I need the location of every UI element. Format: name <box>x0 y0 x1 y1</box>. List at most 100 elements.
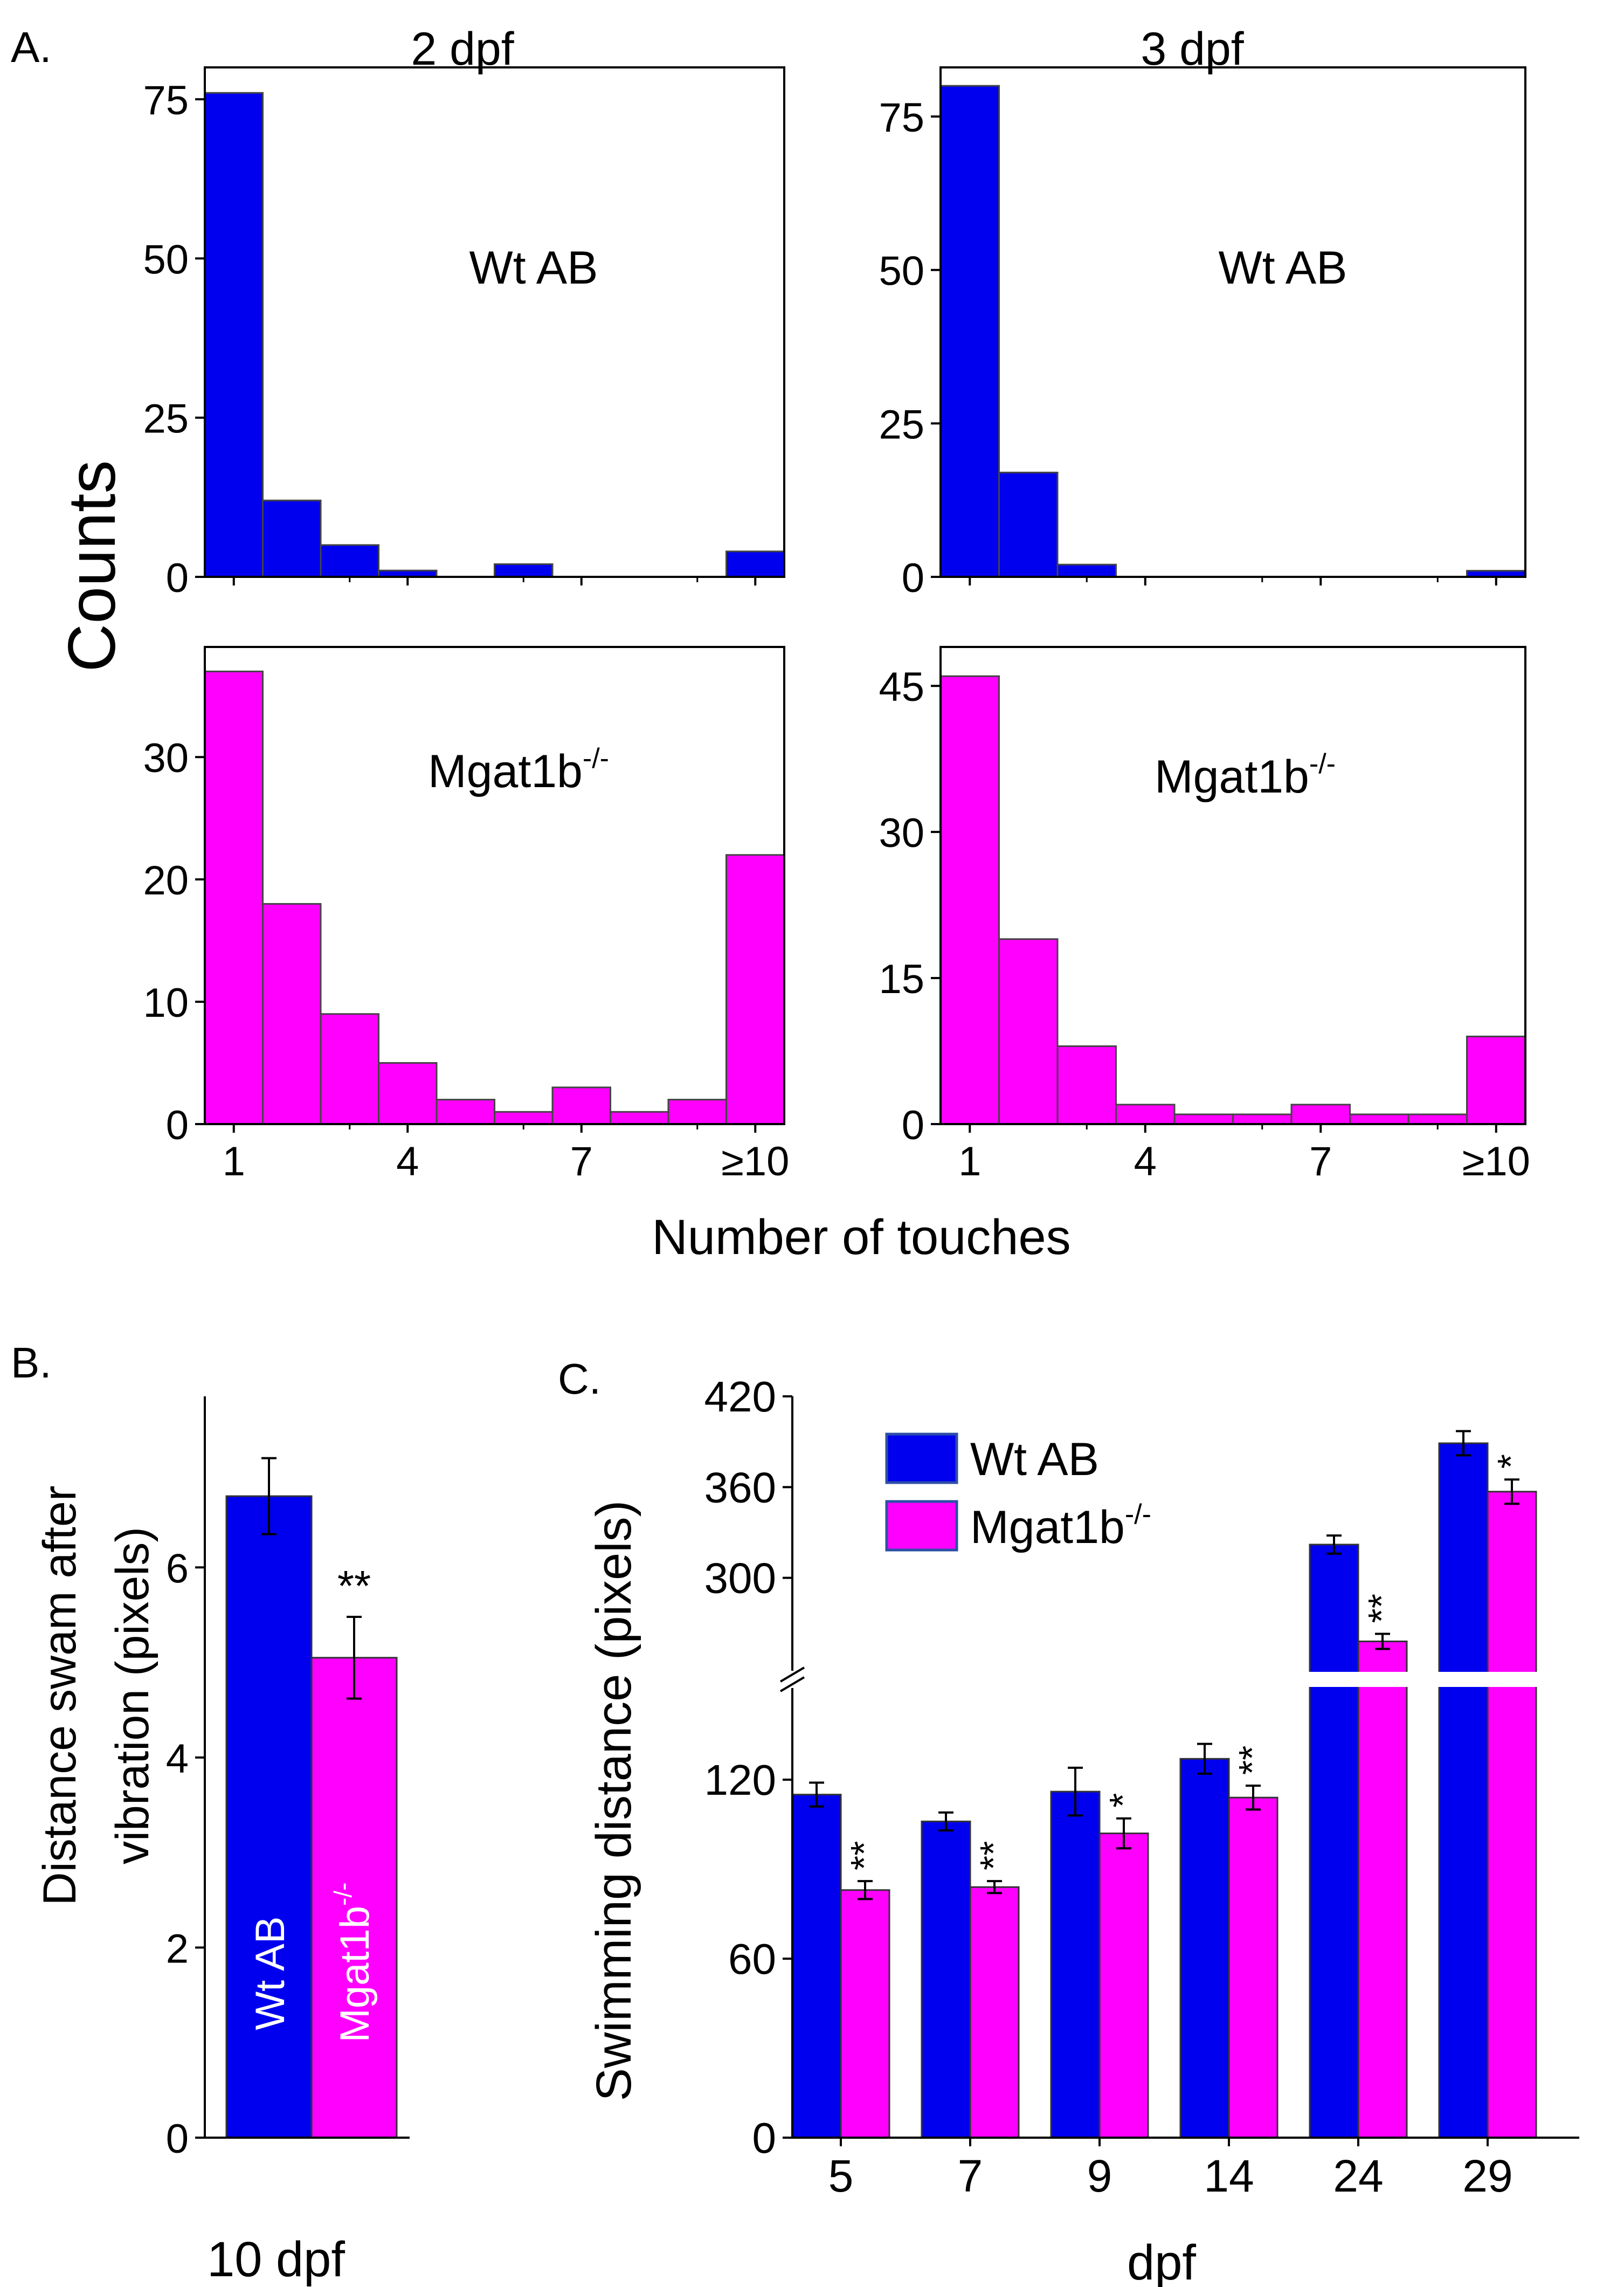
a-3dpf-mut-xtick-label: ≥10 <box>1462 1139 1530 1184</box>
a-3dpf-wt-bar-1 <box>939 85 1000 578</box>
panel-c-bar-mut-24 <box>1357 1641 1408 2139</box>
panel-c-ytick-label: 0 <box>752 2114 777 2162</box>
panel-b-bar-0 <box>225 1495 313 2139</box>
panel-a-letter: A. <box>11 23 52 71</box>
panel-b-significance: ** <box>337 1562 371 1610</box>
a-3dpf-wt-bar-3 <box>1056 563 1117 578</box>
a-2dpf-mut-xtick-label: 1 <box>223 1139 245 1184</box>
legend-swatch-wt <box>885 1432 958 1484</box>
a-2dpf-mut-bar-9 <box>667 1099 727 1125</box>
panel-b-bar-label-mut-base: Mgat1b <box>332 1906 378 2043</box>
panel-b-bar-label-mut-sup: -/- <box>329 1883 357 1906</box>
a-3dpf-mut-bar-5 <box>1173 1113 1234 1125</box>
panel-b-y-label-line1: Distance swam after <box>34 1485 86 1905</box>
a-3dpf-wt-ytick-label: 0 <box>902 555 924 601</box>
panel-c-bar-mut-14 <box>1228 1796 1279 2139</box>
a-3dpf-mut-bar-8 <box>1349 1113 1409 1125</box>
a-3dpf-mut-bar-3 <box>1056 1045 1117 1125</box>
panel-b-ytick-label: 6 <box>166 1546 189 1592</box>
panel-c-ytick-label: 60 <box>728 1935 776 1983</box>
a-3dpf-mut-bar-9 <box>1407 1113 1468 1125</box>
panel-b-bar-1 <box>310 1657 398 2139</box>
panel-c-axis-break-gap <box>782 1672 1579 1687</box>
panel-b-letter: B. <box>11 1339 52 1387</box>
genotype-label-wt-2dpf: Wt AB <box>469 242 598 294</box>
panel-c-x-label: dpf <box>1127 2235 1196 2287</box>
a-2dpf-mut-frame <box>204 646 785 1125</box>
a-2dpf-mut-bar-3 <box>320 1013 379 1125</box>
panel-c-bar-wt-29 <box>1438 1442 1489 2139</box>
panel-c-ytick-label: 300 <box>704 1554 776 1602</box>
a-2dpf-mut-bar-6 <box>494 1111 554 1125</box>
panel-c-y-label: Swimming distance (pixels) <box>586 1500 641 2102</box>
histogram-2dpf-mutant: 0 10 20 30 1 4 7 ≥10 <box>143 646 789 1184</box>
a-3dpf-mut-xtick-label: 1 <box>958 1139 981 1184</box>
a-3dpf-wt-ytick-label: 75 <box>879 95 924 141</box>
a-2dpf-mut-bar-7 <box>551 1086 611 1125</box>
genotype-label-mut-2dpf: Mgat1b-/- <box>428 743 609 797</box>
a-2dpf-mut-ytick-label: 10 <box>143 980 189 1026</box>
panel-c-bar-mut-9 <box>1098 1833 1149 2139</box>
panel-c-letter: C. <box>558 1355 601 1403</box>
a-2dpf-mut-bar-2 <box>262 903 322 1125</box>
a-2dpf-wt-ytick-label: 25 <box>143 396 189 442</box>
panel-c-bar-mut-5 <box>840 1889 890 2139</box>
counts-axis-label: Counts <box>55 460 129 672</box>
a-3dpf-mut-bar-10 <box>1466 1035 1526 1125</box>
a-2dpf-mut-ytick-label: 20 <box>143 858 189 904</box>
a-2dpf-wt-bar-3 <box>320 544 379 578</box>
a-3dpf-mut-ytick-label: 15 <box>879 956 924 1002</box>
a-3dpf-mut-ytick-label: 45 <box>879 664 924 710</box>
panel-c-bar-mut-7 <box>969 1886 1020 2139</box>
a-3dpf-mut-bar-4 <box>1115 1104 1176 1125</box>
a-3dpf-mut-ytick-label: 0 <box>902 1103 924 1148</box>
panel-c-break-mark <box>779 1666 805 1683</box>
a-2dpf-mut-bar-1 <box>204 670 264 1125</box>
panel-c-xtick-label: 24 <box>1333 2151 1383 2201</box>
a-2dpf-wt-frame <box>204 66 785 578</box>
a-3dpf-mut-xtick-label: 4 <box>1134 1139 1157 1184</box>
a-3dpf-mut-bar-7 <box>1290 1104 1351 1125</box>
panel-c-bar-wt-24 <box>1309 1544 1359 2139</box>
a-2dpf-mut-ytick-label: 0 <box>166 1103 189 1148</box>
panel-c-ytick-label: 420 <box>704 1373 776 1421</box>
panel-c-xtick-label: 9 <box>1087 2151 1112 2201</box>
panel-c-ytick-label: 360 <box>704 1463 776 1511</box>
a-3dpf-mut-frame <box>939 646 1526 1125</box>
panel-b-y-label-line2: vibration (pixels) <box>107 1527 158 1864</box>
panel-c-xtick-label: 5 <box>828 2151 854 2201</box>
panel-c-significance-5: ** <box>843 1841 885 1870</box>
a-2dpf-mut-bar-4 <box>378 1062 438 1125</box>
a-3dpf-wt-ytick-label: 25 <box>879 402 924 447</box>
panel-c-significance-9: * <box>1102 1793 1144 1808</box>
legend-label-wt: Wt AB <box>970 1434 1099 1485</box>
panel-b-ytick-label: 4 <box>166 1736 189 1782</box>
a-2dpf-wt-bar-1 <box>204 92 264 578</box>
a-3dpf-mut-ytick-label: 30 <box>879 810 924 856</box>
panel-b-ytick-label: 2 <box>166 1926 189 1972</box>
a-2dpf-mut-xtick-label: 7 <box>570 1139 593 1184</box>
panel-c-bar-wt-7 <box>921 1820 971 2139</box>
a-2dpf-mut-ytick-label: 30 <box>143 735 189 781</box>
a-2dpf-mut-bar-8 <box>610 1111 669 1125</box>
a-3dpf-wt-bar-2 <box>998 471 1059 578</box>
a-3dpf-mut-bar-6 <box>1232 1113 1293 1125</box>
panel-c-xtick-label: 7 <box>958 2151 983 2201</box>
legend-swatch-mut <box>885 1500 958 1552</box>
a-3dpf-wt-frame <box>939 66 1526 578</box>
a-2dpf-mut-xtick-label: 4 <box>396 1139 419 1184</box>
panel-c-significance-29: * <box>1490 1454 1532 1469</box>
a-3dpf-mut-bar-1 <box>939 675 1000 1125</box>
touches-axis-label: Number of touches <box>652 1210 1070 1265</box>
panel-c-legend: Wt AB Mgat1b-/- <box>885 1432 1151 1553</box>
panel-c-significance-14: ** <box>1231 1746 1273 1775</box>
panel-c-xtick-label: 29 <box>1462 2151 1512 2201</box>
panel-c-bar-wt-9 <box>1050 1790 1101 2139</box>
panel-c-bar-mut-29 <box>1487 1491 1537 2139</box>
panel-c-bar-wt-5 <box>791 1794 842 2139</box>
a-3dpf-mut-bar-2 <box>998 938 1059 1125</box>
a-2dpf-wt-ytick-label: 75 <box>143 78 189 123</box>
a-2dpf-mut-bar-10 <box>725 854 785 1125</box>
